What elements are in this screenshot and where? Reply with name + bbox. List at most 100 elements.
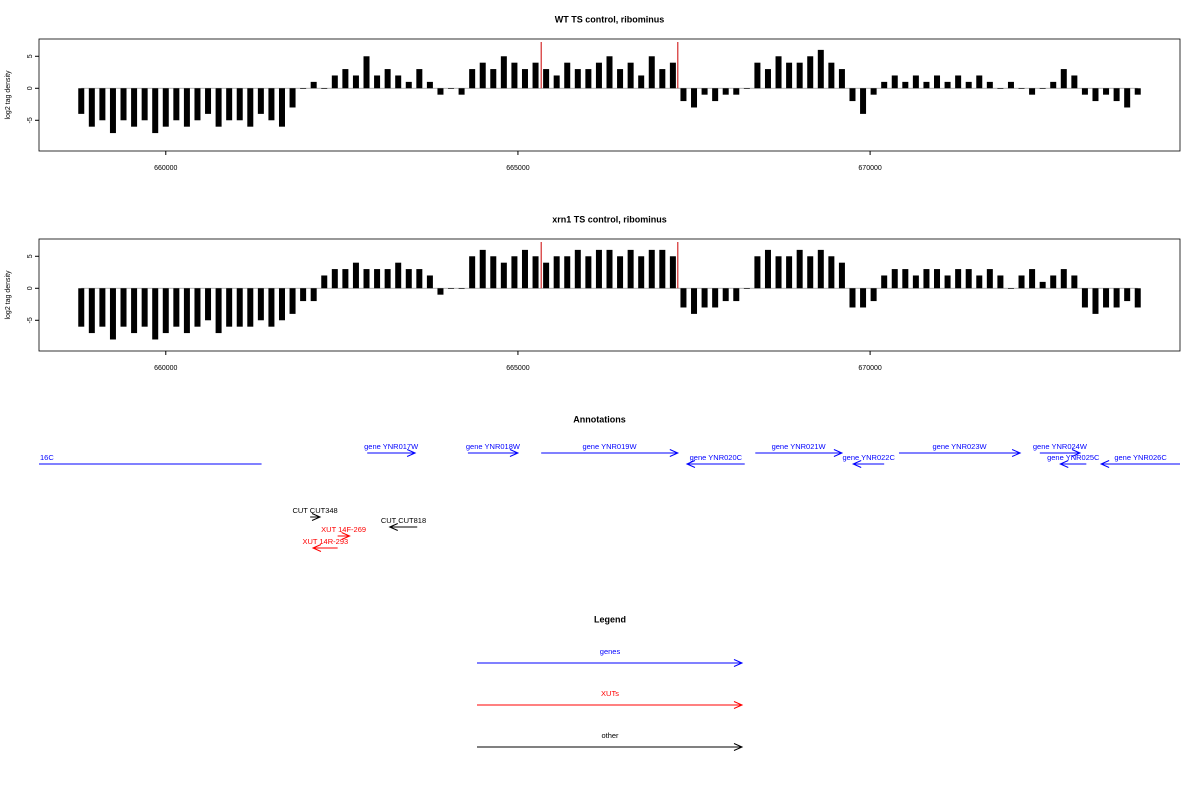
legend-label: genes — [600, 647, 621, 656]
y-tick-label: 5 — [27, 54, 34, 58]
density-bar — [469, 256, 476, 289]
density-bar — [268, 288, 275, 327]
density-bar — [215, 288, 222, 334]
feature-label: 16C — [40, 453, 54, 462]
feature-label: gene YNR026C — [1114, 453, 1167, 462]
legend-label: other — [601, 731, 619, 740]
density-bar — [701, 288, 708, 308]
density-bar — [363, 269, 370, 289]
density-bar — [532, 256, 539, 289]
density-bar — [828, 62, 835, 89]
density-bar — [764, 69, 771, 89]
density-bar — [342, 269, 349, 289]
density-bar — [585, 69, 592, 89]
density-bar — [638, 256, 645, 289]
density-bar — [490, 256, 497, 289]
arrow-head — [1071, 449, 1082, 457]
density-bar — [426, 81, 433, 89]
density-bar — [448, 288, 455, 289]
density-bar — [976, 75, 983, 89]
feature-label: CUT CUT348 — [292, 506, 337, 515]
density-bar — [141, 88, 148, 121]
density-bar — [532, 62, 539, 89]
density-bar — [183, 88, 190, 127]
density-bar — [194, 288, 201, 327]
density-bar — [1103, 88, 1110, 95]
density-bar — [1018, 275, 1025, 289]
density-bar — [437, 288, 444, 295]
density-bar — [416, 69, 423, 89]
density-bar — [289, 88, 296, 108]
density-bar — [374, 269, 381, 289]
density-bar — [1060, 69, 1067, 89]
density-bar — [469, 69, 476, 89]
density-bar — [416, 269, 423, 289]
density-bar — [1134, 288, 1141, 308]
density-bar — [521, 69, 528, 89]
density-bar — [722, 88, 729, 95]
feature-label: gene YNR021W — [772, 442, 827, 451]
density-bar — [1113, 88, 1120, 102]
density-bar — [743, 88, 750, 89]
density-bar — [1029, 269, 1036, 289]
density-bar — [902, 81, 909, 89]
chart-title: xrn1 TS control, ribominus — [552, 214, 667, 224]
arrow-head — [341, 532, 351, 540]
density-bar — [860, 288, 867, 308]
legend-title: Legend — [594, 614, 626, 624]
x-tick-label: 660000 — [154, 165, 177, 172]
density-bar — [120, 288, 127, 327]
density-bar — [511, 62, 518, 89]
arrow-head — [311, 513, 322, 521]
y-axis-label: log2 tag density — [5, 270, 12, 320]
density-bar — [310, 288, 317, 302]
density-bar — [1050, 81, 1057, 89]
density-bar — [458, 288, 465, 289]
density-bar — [743, 288, 750, 289]
density-bar — [226, 88, 233, 121]
density-bar — [912, 275, 919, 289]
density-bar — [870, 88, 877, 95]
density-bar — [828, 256, 835, 289]
density-bar — [976, 275, 983, 289]
arrow-head — [1059, 460, 1069, 468]
density-bar — [997, 275, 1004, 289]
density-bar — [606, 56, 613, 89]
density-bar — [944, 81, 951, 89]
density-bar — [1007, 81, 1014, 89]
density-bar — [257, 88, 264, 114]
density-bar — [173, 88, 180, 121]
density-bar — [1092, 288, 1099, 314]
density-bar — [247, 288, 254, 327]
density-bar — [881, 275, 888, 289]
density-bar — [500, 262, 507, 289]
density-bar — [912, 75, 919, 89]
chart-title: WT TS control, ribominus — [555, 14, 665, 24]
density-bar — [1124, 88, 1131, 108]
density-bar — [955, 269, 962, 289]
density-bar — [944, 275, 951, 289]
density-bar — [955, 75, 962, 89]
density-bar — [669, 62, 676, 89]
density-bar — [902, 269, 909, 289]
density-bar — [331, 75, 338, 89]
feature-label: XUT 14R-293 — [302, 537, 348, 546]
density-bar — [680, 288, 687, 308]
density-bar — [1007, 288, 1014, 289]
y-axis-label: log2 tag density — [5, 70, 12, 120]
density-bar — [543, 69, 550, 89]
density-bar — [1081, 288, 1088, 308]
y-tick-label: 5 — [27, 254, 34, 258]
density-bar — [849, 288, 856, 308]
density-bar — [395, 262, 402, 289]
arrow-head — [1099, 460, 1110, 468]
density-bar — [352, 75, 359, 89]
density-bar — [289, 288, 296, 314]
density-bar — [490, 69, 497, 89]
density-bar — [1081, 88, 1088, 95]
density-bar — [564, 256, 571, 289]
density-bar — [934, 269, 941, 289]
feature-label: gene YNR020C — [690, 453, 743, 462]
density-bar — [78, 288, 85, 327]
density-bar — [374, 75, 381, 89]
